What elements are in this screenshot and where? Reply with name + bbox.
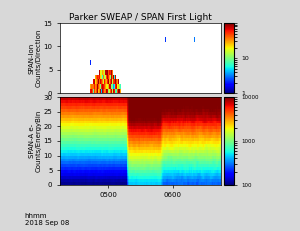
Y-axis label: SPAN-A e-
Counts/EnergyBin: SPAN-A e- Counts/EnergyBin — [29, 110, 42, 172]
Y-axis label: SPAN-Ion
Counts/Direction: SPAN-Ion Counts/Direction — [29, 29, 42, 87]
Title: Parker SWEAP / SPAN First Light: Parker SWEAP / SPAN First Light — [69, 13, 212, 22]
Text: hhmm
2018 Sep 08: hhmm 2018 Sep 08 — [25, 213, 69, 226]
